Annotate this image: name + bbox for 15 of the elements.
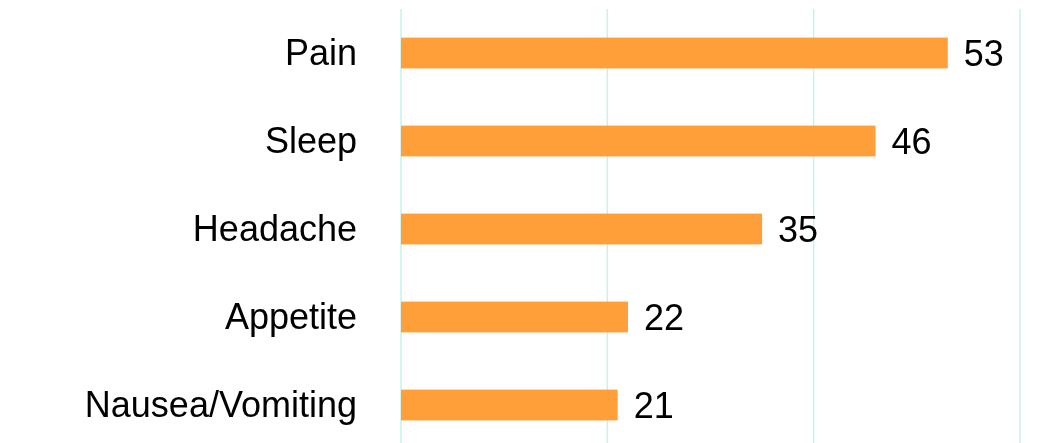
data-label: 22 — [643, 296, 685, 338]
data-label: 35 — [778, 208, 819, 250]
data-label: 53 — [963, 32, 1004, 74]
data-label: 46 — [891, 120, 932, 162]
y-tick-label: Nausea/Vomiting — [84, 383, 357, 425]
bar — [401, 213, 763, 245]
data-label: 21 — [633, 384, 674, 426]
bar — [401, 389, 618, 421]
bar — [401, 125, 876, 157]
y-tick-label: Appetite — [224, 295, 357, 337]
bar — [401, 37, 948, 69]
y-tick-label: Pain — [284, 31, 357, 73]
y-tick-label: Sleep — [264, 119, 357, 161]
bar — [401, 301, 628, 333]
y-tick-label: Headache — [192, 207, 357, 249]
